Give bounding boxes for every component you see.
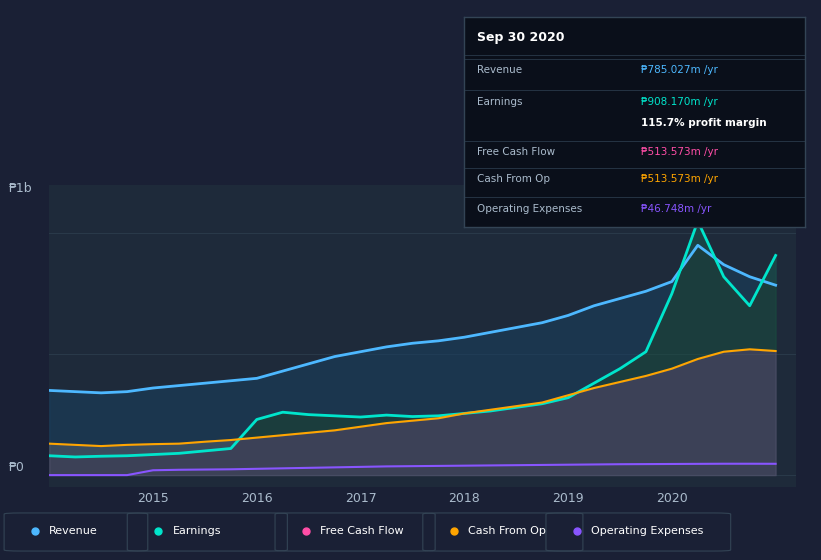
Text: Operating Expenses: Operating Expenses: [591, 526, 704, 536]
Text: Cash From Op: Cash From Op: [468, 526, 546, 536]
Text: ₱0: ₱0: [8, 460, 24, 474]
Text: Sep 30 2020: Sep 30 2020: [478, 31, 565, 44]
Text: Revenue: Revenue: [478, 65, 523, 75]
Text: Free Cash Flow: Free Cash Flow: [320, 526, 404, 536]
Text: Operating Expenses: Operating Expenses: [478, 204, 583, 214]
Text: Earnings: Earnings: [478, 97, 523, 106]
Text: ₱513.573m /yr: ₱513.573m /yr: [641, 174, 718, 184]
Text: Free Cash Flow: Free Cash Flow: [478, 147, 556, 157]
Text: ₱1b: ₱1b: [8, 182, 32, 195]
Text: Revenue: Revenue: [49, 526, 98, 536]
Text: Cash From Op: Cash From Op: [478, 174, 551, 184]
Text: Earnings: Earnings: [172, 526, 221, 536]
Text: ₱46.748m /yr: ₱46.748m /yr: [641, 204, 712, 214]
Text: 115.7% profit margin: 115.7% profit margin: [641, 118, 767, 128]
Text: ₱785.027m /yr: ₱785.027m /yr: [641, 65, 718, 75]
Text: ₱908.170m /yr: ₱908.170m /yr: [641, 97, 718, 106]
Text: ₱513.573m /yr: ₱513.573m /yr: [641, 147, 718, 157]
